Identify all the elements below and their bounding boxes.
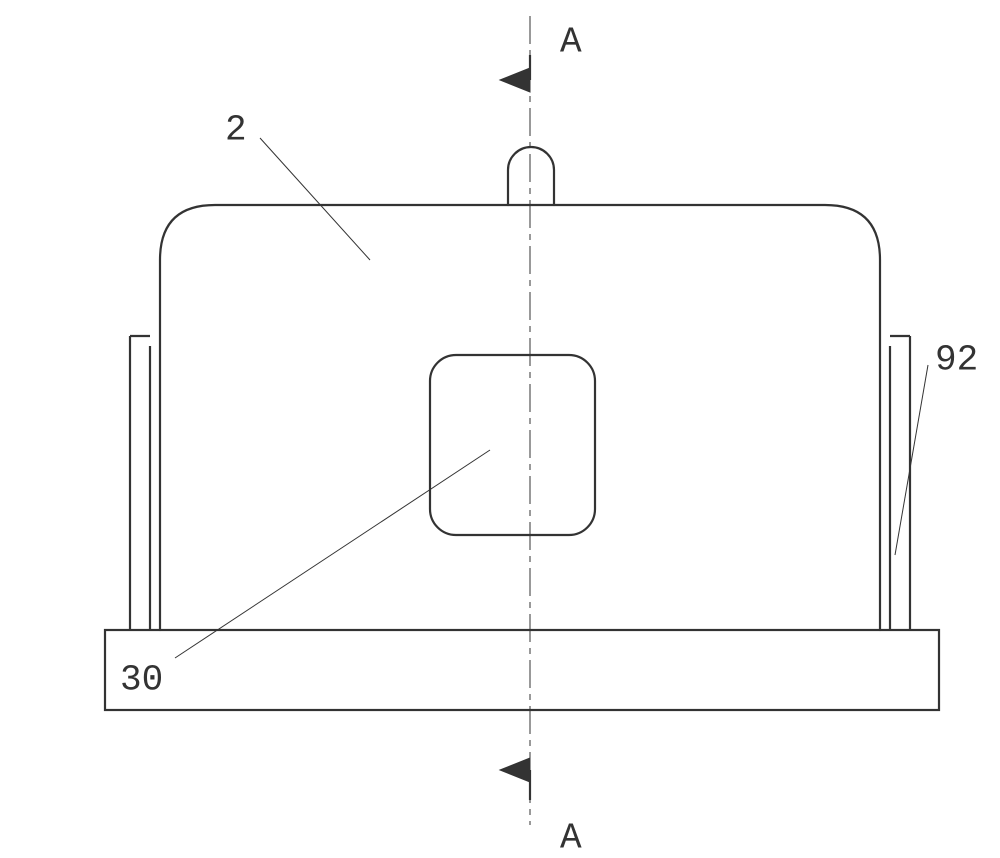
label-c30: 30 — [120, 660, 163, 701]
base-plate — [105, 630, 939, 710]
leader-c30 — [175, 450, 490, 658]
label-c2: 2 — [225, 110, 247, 151]
leader-c2 — [260, 138, 370, 260]
top-cap — [508, 147, 554, 205]
section-letter-bottom: A — [560, 818, 582, 858]
section-arrow-head-top — [500, 68, 530, 92]
label-c92: 92 — [935, 340, 978, 381]
support-left — [130, 336, 150, 630]
main-body — [160, 205, 880, 630]
section-arrow-head-bottom — [500, 758, 530, 782]
leader-c92 — [895, 365, 928, 555]
section-letter-top: A — [560, 22, 582, 63]
center-window — [430, 355, 595, 535]
